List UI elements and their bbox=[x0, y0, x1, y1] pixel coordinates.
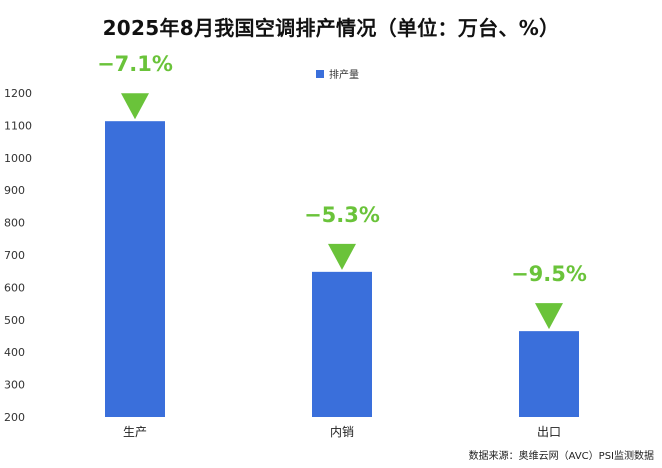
y-tick-label: 1100 bbox=[4, 119, 32, 132]
down-triangle-icon bbox=[121, 93, 149, 120]
x-tick-label: 出口 bbox=[537, 425, 561, 439]
y-tick-label: 300 bbox=[4, 379, 25, 392]
bar bbox=[105, 121, 165, 418]
data-source-note: 数据来源：奥维云网（AVC）PSI监测数据 bbox=[468, 451, 654, 462]
down-triangle-icon bbox=[328, 243, 356, 270]
y-tick-label: 400 bbox=[4, 346, 25, 359]
bar bbox=[312, 271, 372, 417]
y-tick-label: 500 bbox=[4, 314, 25, 327]
y-tick-label: 1200 bbox=[4, 87, 32, 100]
change-annotation: −5.3% bbox=[304, 203, 380, 227]
y-tick-label: 900 bbox=[4, 184, 25, 197]
down-triangle-icon bbox=[535, 303, 563, 330]
y-tick-label: 700 bbox=[4, 249, 25, 262]
x-tick-label: 内销 bbox=[330, 425, 354, 439]
y-tick-label: 600 bbox=[4, 281, 25, 294]
legend-swatch bbox=[316, 69, 324, 78]
y-tick-label: 1000 bbox=[4, 152, 32, 165]
y-tick-label: 800 bbox=[4, 217, 25, 230]
bar bbox=[519, 331, 579, 417]
chart-title: 2025年8月我国空调排产情况（单位：万台、%） bbox=[102, 16, 560, 40]
legend: 排产量 bbox=[316, 66, 359, 81]
change-annotation: −9.5% bbox=[511, 262, 587, 286]
y-tick-label: 200 bbox=[4, 411, 25, 424]
x-tick-label: 生产 bbox=[123, 425, 147, 439]
change-annotation: −7.1% bbox=[97, 52, 173, 76]
legend-label: 排产量 bbox=[329, 70, 359, 81]
